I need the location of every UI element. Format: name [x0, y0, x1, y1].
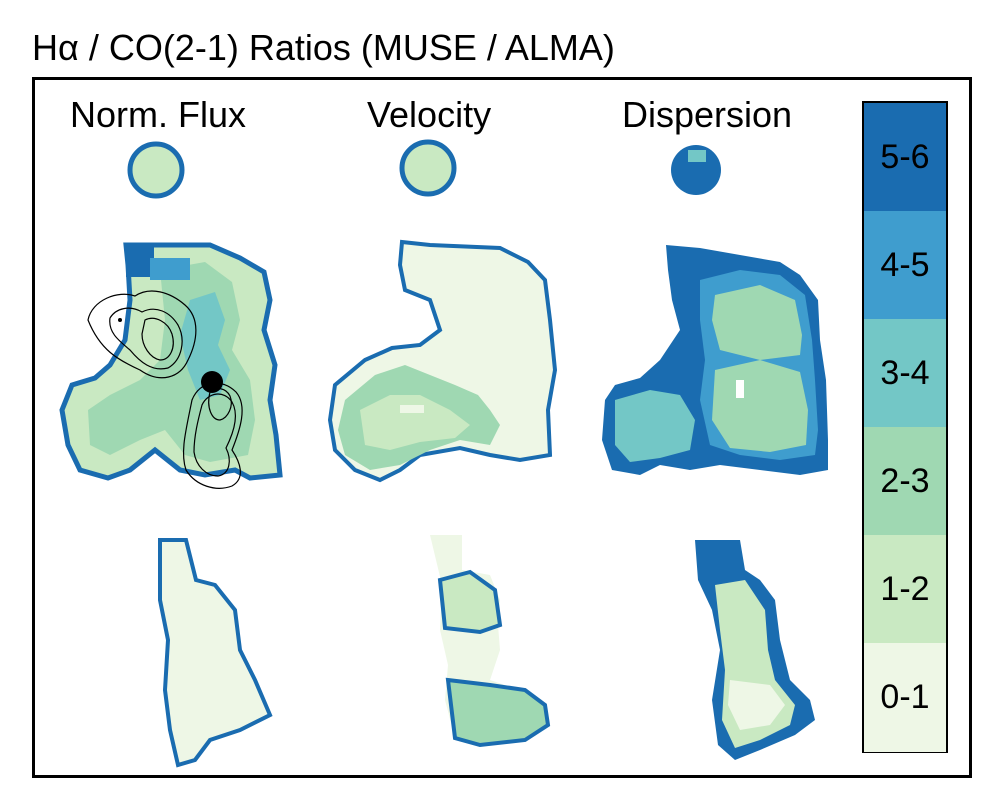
vel-tail-upper: [437, 569, 503, 635]
figure-frame: [32, 77, 972, 778]
panel-title-dispersion: Dispersion: [622, 94, 793, 135]
vel-gap: [400, 405, 424, 413]
colorbar-label-1-2: 1-2: [880, 570, 930, 608]
panel-title-velocity: Velocity: [367, 94, 492, 135]
disp-inner-2-3-bottom: [712, 360, 808, 452]
colorbar-segment-2-3: [864, 427, 946, 536]
flux-southern-tail: [158, 538, 273, 768]
colorbar-label-5-6: 5-6: [880, 138, 930, 176]
disp-gap: [736, 380, 744, 398]
disp-top-clump: [671, 145, 721, 195]
panel-title-norm-flux: Norm. Flux: [70, 94, 247, 135]
colorbar-segment-0-1: [864, 643, 946, 752]
co-dot: [118, 318, 122, 322]
flux-edge-4-5: [150, 258, 190, 280]
disp-inner-2-3-top: [712, 285, 802, 360]
co-peak: [201, 371, 223, 393]
colorbar-label-4-5: 4-5: [880, 246, 930, 284]
vel-inner-1-2: [360, 395, 470, 450]
vel-top-clump: [399, 139, 457, 197]
colorbar-segment-4-5: [864, 211, 946, 320]
co-contour-5: [208, 387, 232, 421]
colorbar-label-3-4: 3-4: [880, 354, 930, 392]
co-contour-4: [193, 393, 236, 477]
vel-tail-lower: [445, 677, 551, 748]
disp-west-3-4: [615, 390, 695, 462]
flux-top-clump: [127, 141, 185, 199]
colorbar-segment-3-4: [864, 319, 946, 428]
co-contour-outer-2: [182, 382, 243, 489]
colorbar-segment-5-6: [864, 103, 946, 212]
panel-dispersion: [602, 145, 828, 760]
co-contour-2: [109, 307, 183, 370]
panel-norm-flux: [59, 141, 283, 768]
colorbar-segment-1-2: [864, 535, 946, 644]
disp-tail-core: [728, 680, 785, 730]
figure-title: Hα / CO(2-1) Ratios (MUSE / ALMA): [32, 27, 615, 68]
panel-velocity: [327, 139, 558, 748]
colorbar-label-2-3: 2-3: [880, 462, 930, 500]
flux-corner-5-6: [126, 245, 154, 277]
disp-top-clump-core: [688, 150, 706, 162]
colorbar-label-0-1: 0-1: [880, 678, 930, 716]
co-contours: [87, 290, 243, 489]
co-contour-outer-1: [87, 290, 197, 379]
colorbar: 5-6 4-5 3-4 2-3 1-2 0-1: [862, 101, 948, 753]
co-contour-3: [141, 317, 174, 361]
